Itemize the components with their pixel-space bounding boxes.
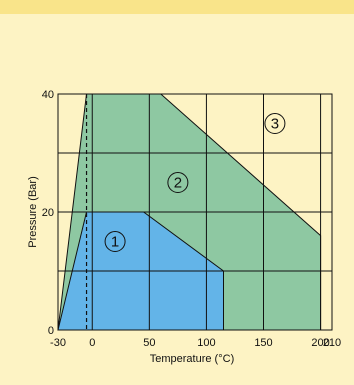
y-axis-title: Pressure (Bar): [27, 176, 39, 248]
x-tick-label: -30: [50, 337, 66, 349]
zone-2-label: 2: [174, 175, 182, 192]
y-tick-label: 0: [48, 325, 54, 337]
zone-3-badge: [264, 113, 286, 134]
header-band: [0, 0, 354, 14]
y-tick-label: 20: [42, 207, 54, 219]
plot-border: [57, 93, 333, 331]
x-tick-label: 150: [254, 337, 272, 349]
zone-2-badge: [167, 172, 189, 193]
x-tick-label: 210: [323, 337, 341, 349]
x-tick-label: 100: [197, 337, 215, 349]
grid-layer: [57, 93, 333, 331]
zone-1-badge: [104, 231, 126, 252]
y-tick-label: 40: [42, 89, 54, 101]
x-axis-title: Temperature (°C): [150, 353, 234, 365]
x-tick-label: 200: [311, 337, 329, 349]
zone-1-label: 1: [111, 234, 119, 251]
x-tick-label: 0: [89, 337, 95, 349]
x-tick-label: 50: [143, 337, 155, 349]
zone-3-label: 3: [271, 116, 279, 133]
